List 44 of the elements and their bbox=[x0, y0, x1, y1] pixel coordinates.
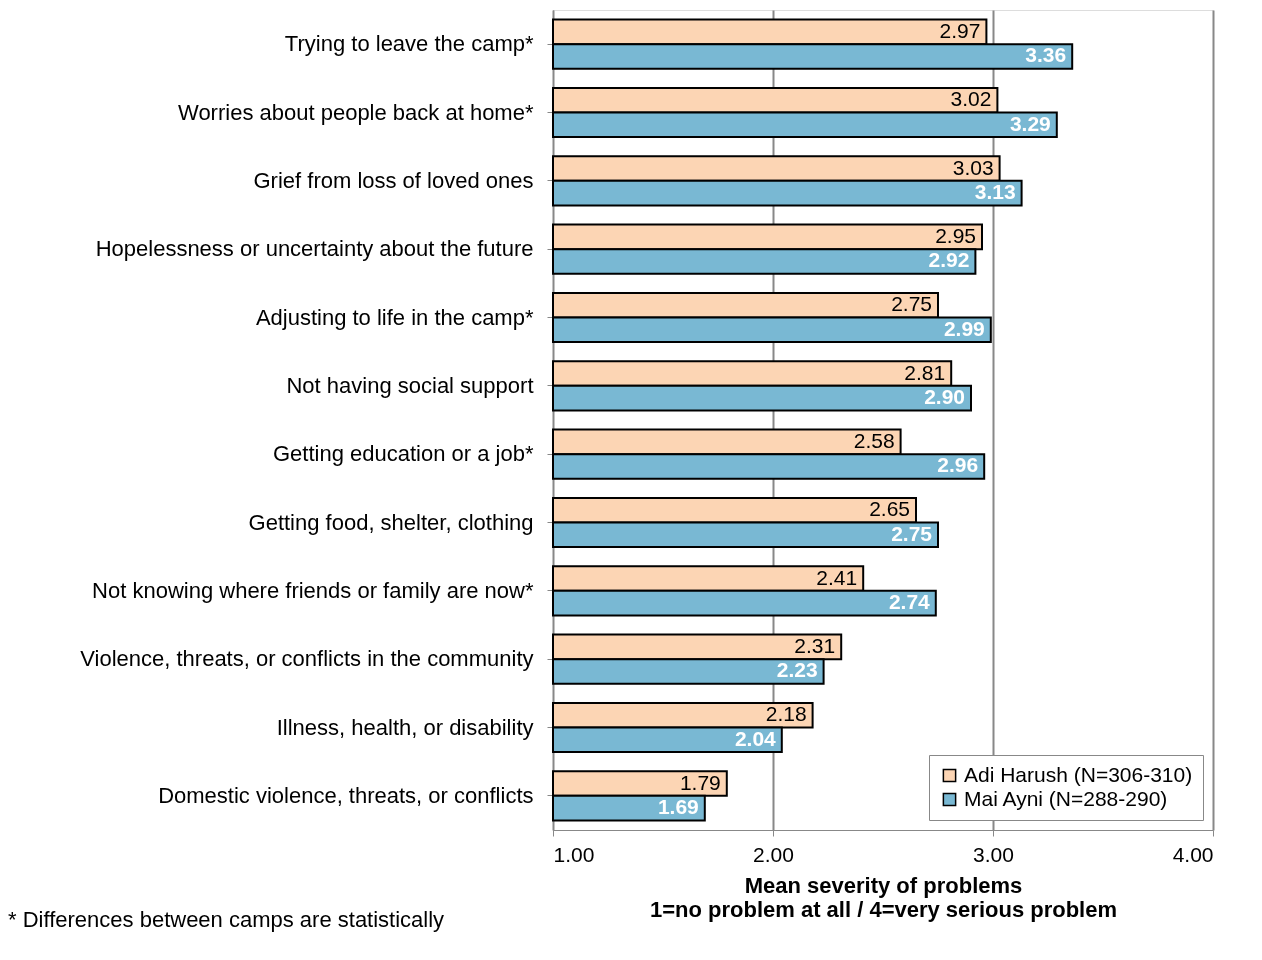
y-tick-label: Not having social support bbox=[286, 372, 534, 398]
y-tick-label: Getting education or a job* bbox=[272, 441, 534, 467]
data-label: 3.03 bbox=[952, 155, 994, 179]
data-label: 2.96 bbox=[937, 453, 979, 477]
data-label: 2.92 bbox=[928, 248, 970, 272]
y-tick-label: Trying to leave the camp* bbox=[284, 31, 534, 57]
y-tick-label: Domestic violence, threats, or conflicts bbox=[158, 782, 534, 808]
y-tick-label: Getting food, shelter, clothing bbox=[248, 509, 534, 535]
data-label: 2.99 bbox=[943, 316, 985, 340]
data-label: 2.75 bbox=[891, 292, 932, 316]
y-tick-label: Illness, health, or disability bbox=[276, 714, 534, 740]
data-label: 2.95 bbox=[935, 223, 976, 247]
data-label: 3.13 bbox=[974, 180, 1016, 204]
y-tick-label: Grief from loss of loved ones bbox=[253, 167, 534, 193]
y-tick-label: Violence, threats, or conflicts in the community bbox=[80, 646, 534, 672]
data-label: 2.04 bbox=[734, 726, 777, 750]
legend-label: Mai Ayni (N=288-290) bbox=[964, 786, 1168, 810]
y-tick-label: Worries about people back at home* bbox=[178, 99, 534, 125]
data-label: 2.81 bbox=[904, 360, 946, 384]
data-label: 3.36 bbox=[1025, 43, 1067, 67]
x-tick-label: 4.00 bbox=[1172, 842, 1214, 866]
legend-label: Adi Harush (N=306-310) bbox=[964, 762, 1193, 786]
y-tick-label: Not knowing where friends or family are now* bbox=[92, 577, 534, 603]
data-label: 1.79 bbox=[679, 770, 721, 794]
y-tick-label: Hopelessness or uncertainty about the future bbox=[95, 236, 534, 262]
data-label: 3.02 bbox=[950, 87, 992, 111]
x-tick-label: 2.00 bbox=[753, 842, 794, 866]
data-label: 2.74 bbox=[888, 590, 931, 614]
data-label: 2.97 bbox=[939, 18, 981, 42]
data-label: 2.23 bbox=[776, 658, 818, 682]
data-label: 1.69 bbox=[657, 795, 699, 819]
data-label: 2.90 bbox=[924, 385, 965, 409]
x-tick-label: 3.00 bbox=[973, 842, 1014, 866]
x-axis-title: Mean severity of problems 1=no problem at all / 4=very serious problem bbox=[649, 872, 1118, 922]
data-label: 2.65 bbox=[869, 497, 910, 521]
data-label: 2.31 bbox=[794, 633, 836, 657]
y-tick-label: Adjusting to life in the camp* bbox=[255, 304, 534, 330]
data-label: 2.18 bbox=[765, 702, 807, 726]
data-label: 3.29 bbox=[1009, 111, 1051, 135]
x-tick-label: 1.00 bbox=[553, 842, 595, 866]
data-label: 2.58 bbox=[853, 428, 895, 452]
text: * Differences between camps are statistically bbox=[8, 907, 445, 932]
data-label: 2.75 bbox=[891, 521, 933, 545]
data-label: 2.41 bbox=[816, 565, 858, 589]
